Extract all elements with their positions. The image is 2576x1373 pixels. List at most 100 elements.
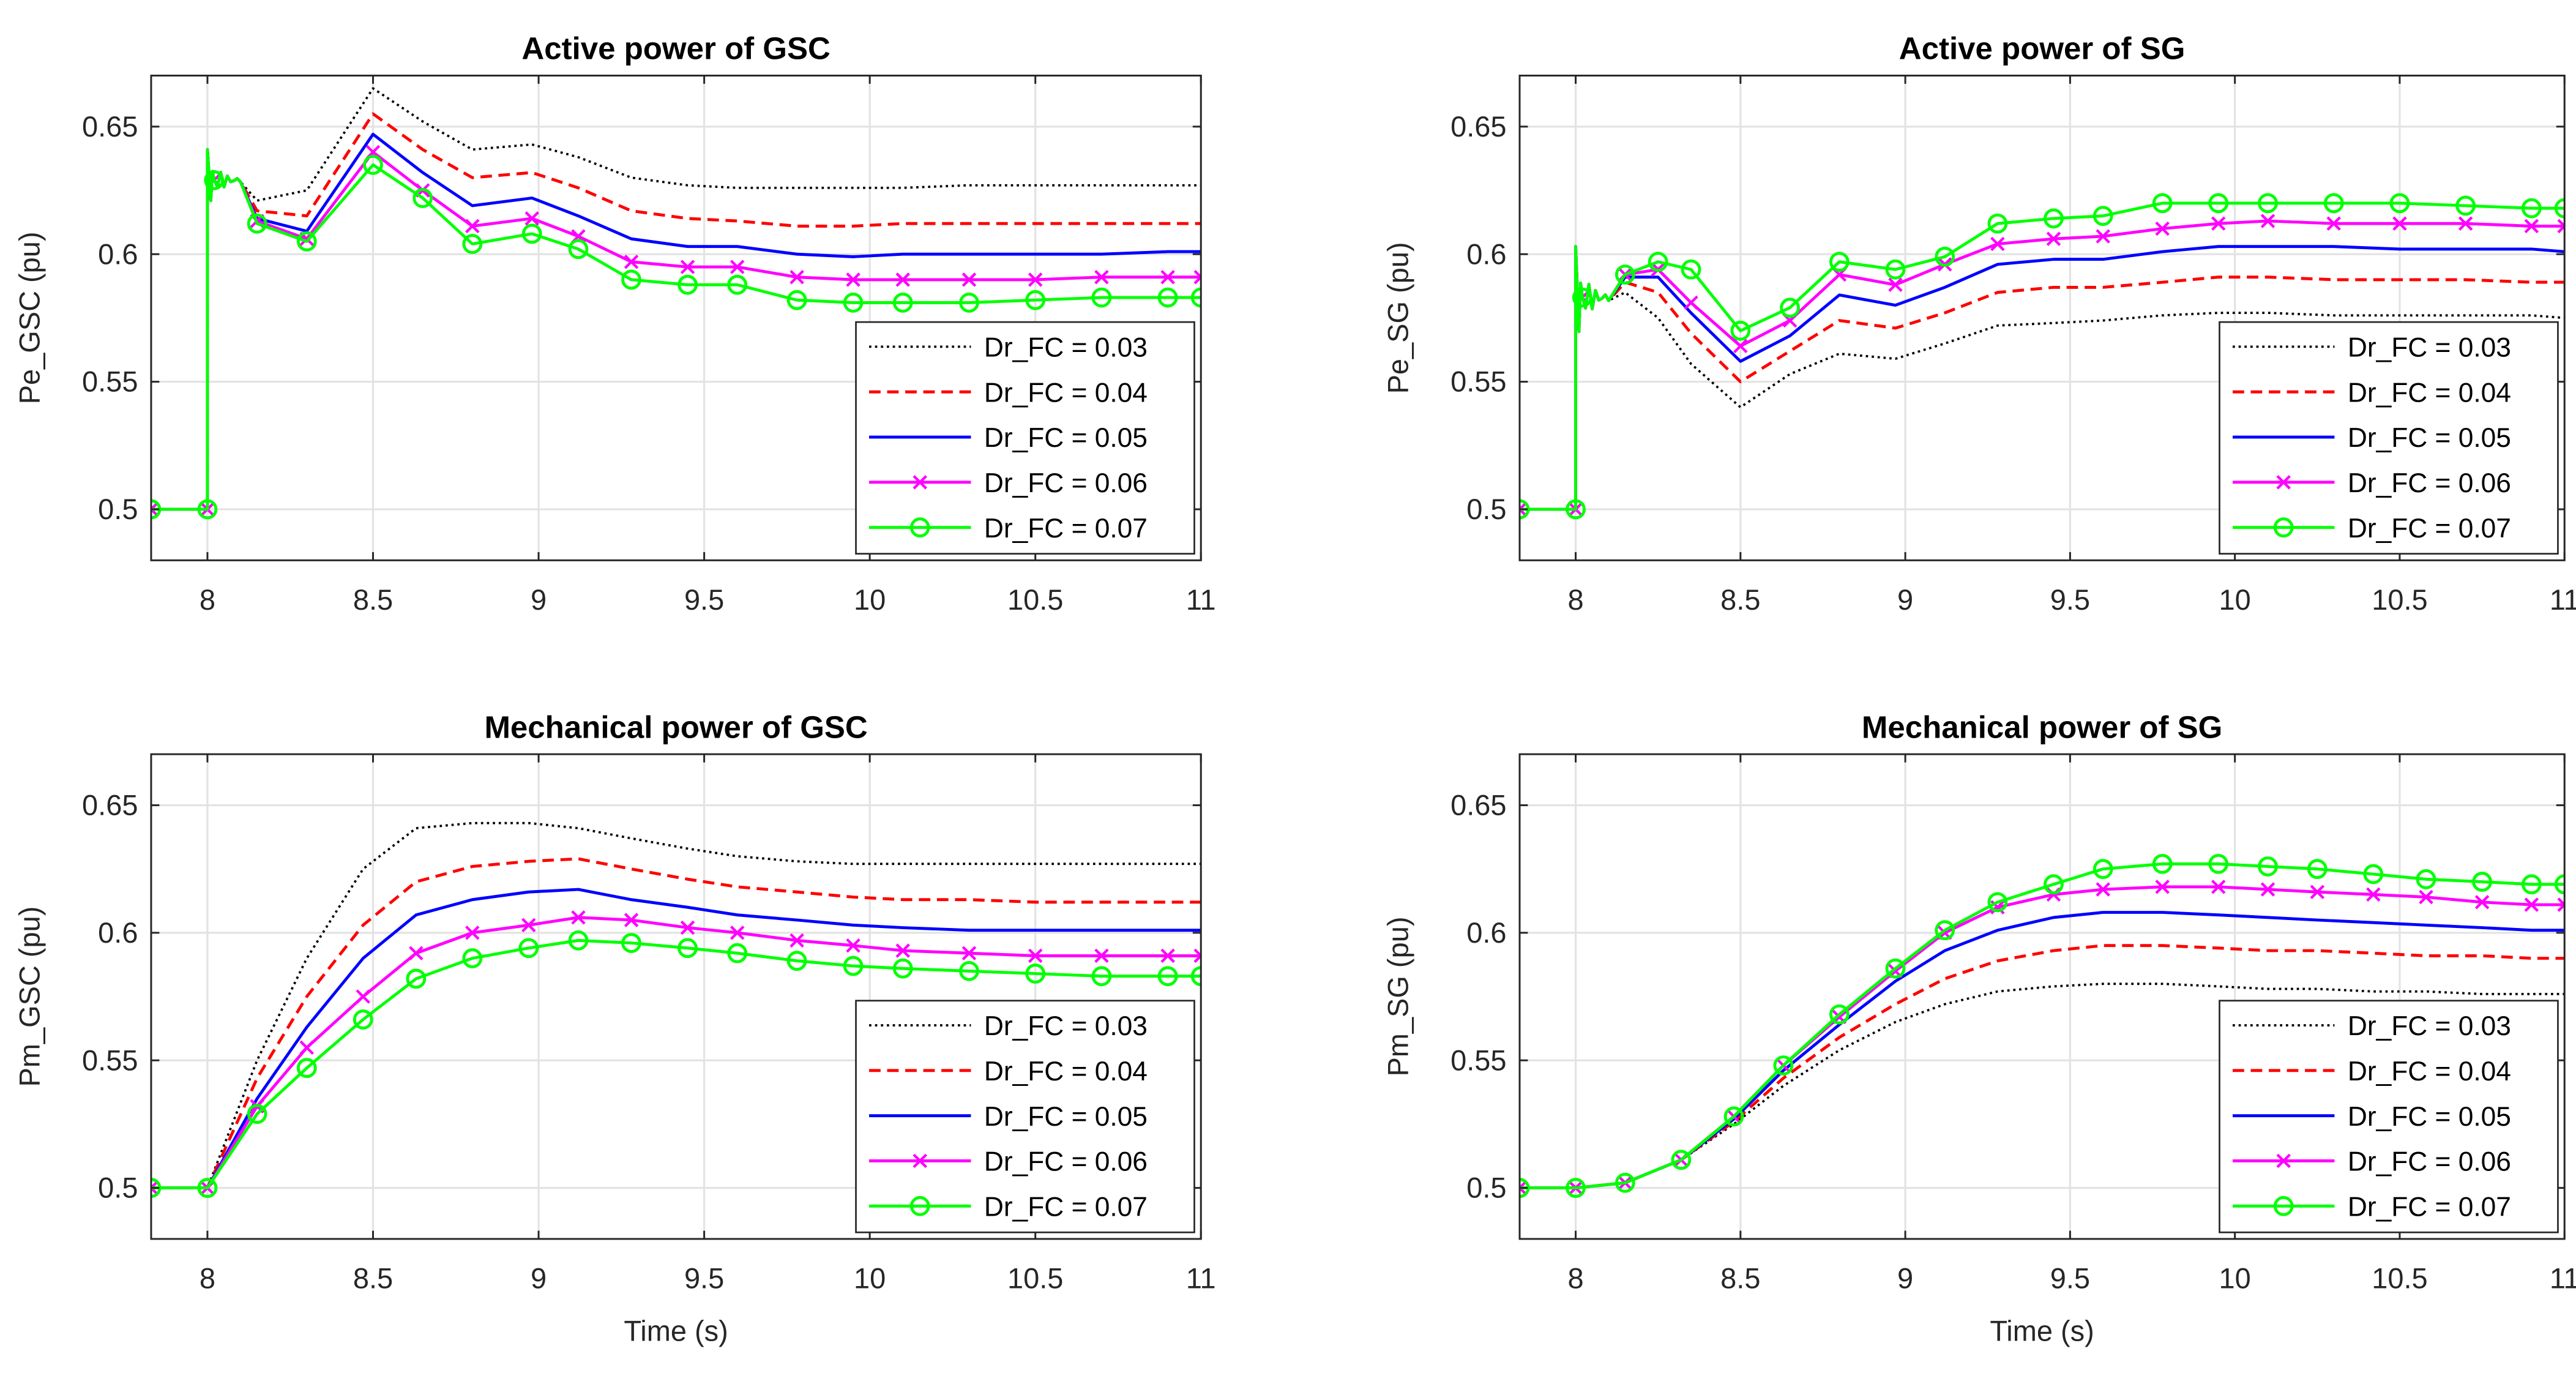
chart-title: Active power of GSC xyxy=(521,31,830,66)
legend-entry-label: Dr_FC = 0.07 xyxy=(2348,1192,2511,1222)
x-tick-label: 8.5 xyxy=(353,1262,393,1295)
series-marker-5-16 xyxy=(1025,963,1046,984)
series-marker-5-8 xyxy=(568,930,589,951)
legend-marker-5 xyxy=(2273,1195,2294,1216)
series-marker-5-19 xyxy=(1157,287,1178,308)
y-axis-label: Pe_GSC (pu) xyxy=(13,231,45,404)
series-marker-5-17 xyxy=(2323,193,2344,214)
legend-entry-label: Dr_FC = 0.04 xyxy=(2348,378,2511,408)
x-tick-label: 10 xyxy=(2219,1262,2251,1295)
series-marker-5-7 xyxy=(518,938,539,959)
series-marker-5-14 xyxy=(2258,856,2278,877)
legend-entry-label: Dr_FC = 0.06 xyxy=(2348,1147,2511,1177)
series-line-1 xyxy=(151,821,1201,1189)
series-marker-5-13 xyxy=(843,956,864,976)
x-tick-label: 9.5 xyxy=(684,583,724,616)
series-marker-5-13 xyxy=(786,290,807,310)
y-tick-label: 0.65 xyxy=(82,789,138,821)
series-marker-5-2 xyxy=(1615,1172,1635,1193)
x-tick-label: 8.5 xyxy=(1720,1262,1760,1295)
series-marker-4-21 xyxy=(2557,219,2565,234)
series-marker-5-7 xyxy=(1885,958,1906,979)
series-marker-5-18 xyxy=(2389,193,2410,214)
series-marker-5-15 xyxy=(2307,859,2328,880)
series-marker-4-7 xyxy=(465,219,480,234)
x-tick-label: 10.5 xyxy=(1007,583,1063,616)
series-marker-4-6 xyxy=(1733,339,1748,353)
series-marker-5-8 xyxy=(521,223,542,244)
series-marker-4-17 xyxy=(2419,889,2433,905)
series-marker-4-11 xyxy=(680,260,695,274)
series-marker-4-14 xyxy=(2260,882,2275,897)
series-marker-5-17 xyxy=(2416,869,2436,889)
legend-entry-label: Dr_FC = 0.03 xyxy=(984,332,1148,362)
series-marker-5-11 xyxy=(1987,213,2008,234)
series-marker-4-0 xyxy=(151,1180,159,1195)
series-marker-4-17 xyxy=(2326,216,2341,231)
x-tick-label: 10 xyxy=(2219,583,2251,616)
series-group xyxy=(151,87,1201,520)
series-marker-5-20 xyxy=(2554,874,2565,895)
series-marker-4-10 xyxy=(624,255,639,269)
y-tick-label: 0.65 xyxy=(1450,789,1506,821)
x-tick-label: 10.5 xyxy=(2372,1262,2427,1295)
series-marker-5-3 xyxy=(1615,264,1635,285)
series-marker-5-2 xyxy=(247,1104,267,1124)
series-group xyxy=(151,821,1201,1198)
series-marker-4-16 xyxy=(2260,214,2275,228)
series-marker-4-8 xyxy=(571,910,586,925)
series-marker-5-17 xyxy=(1091,966,1112,987)
x-tick-label: 8.5 xyxy=(353,583,393,616)
series-marker-5-16 xyxy=(2258,193,2278,214)
x-tick-label: 11 xyxy=(1186,1262,1216,1295)
series-marker-5-8 xyxy=(1935,920,1955,941)
series-marker-5-13 xyxy=(2093,206,2113,226)
series-marker-4-17 xyxy=(1094,948,1109,963)
series-marker-4-14 xyxy=(846,272,861,287)
series-marker-5-7 xyxy=(1780,297,1800,318)
series-marker-5-20 xyxy=(2521,198,2542,219)
series-marker-5-13 xyxy=(2208,853,2229,874)
legend-entry-label: Dr_FC = 0.07 xyxy=(984,1192,1148,1222)
series-group xyxy=(1519,853,2565,1198)
series-marker-5-12 xyxy=(727,274,748,295)
series-marker-5-0 xyxy=(1519,499,1530,520)
legend-marker-4 xyxy=(913,475,927,490)
y-tick-label: 0.6 xyxy=(98,238,138,270)
series-marker-4-9 xyxy=(1888,277,1903,292)
series-marker-4-13 xyxy=(790,270,804,285)
series-marker-4-10 xyxy=(680,920,695,935)
series-marker-4-13 xyxy=(846,938,861,953)
series-marker-4-12 xyxy=(790,933,804,948)
chart-title: Active power of SG xyxy=(1899,31,2186,66)
x-axis-label: Time (s) xyxy=(1990,1314,2094,1347)
x-tick-label: 8 xyxy=(1567,583,1583,616)
series-marker-4-12 xyxy=(2046,231,2061,246)
series-marker-4-9 xyxy=(624,913,639,927)
y-tick-label: 0.5 xyxy=(98,1172,138,1204)
x-tick-label: 8 xyxy=(200,583,215,616)
series-marker-5-4 xyxy=(1648,252,1668,272)
legend-marker-4 xyxy=(913,1153,927,1169)
legend: Dr_FC = 0.03 Dr_FC = 0.04 Dr_FC = 0.05 Dr_F… xyxy=(2219,1000,2559,1233)
x-tick-label: 10 xyxy=(854,1262,886,1295)
series-marker-5-1 xyxy=(1566,1178,1586,1198)
x-tick-label: 9.5 xyxy=(2050,583,2090,616)
series-line-1 xyxy=(151,87,1201,511)
series-line-5 xyxy=(1520,862,2565,1190)
y-tick-label: 0.6 xyxy=(1466,916,1506,949)
series-marker-5-8 xyxy=(1829,252,1850,272)
legend-entry-label: Dr_FC = 0.03 xyxy=(984,1011,1148,1041)
y-tick-label: 0.55 xyxy=(1450,365,1506,398)
series-line-1 xyxy=(1520,245,2565,511)
axes-box xyxy=(1518,75,2566,561)
series-marker-4-14 xyxy=(2155,221,2170,236)
legend-entry-label: Dr_FC = 0.06 xyxy=(984,1147,1148,1177)
series-marker-5-6 xyxy=(1730,320,1751,341)
y-tick-label: 0.65 xyxy=(1450,110,1506,143)
y-tick-label: 0.65 xyxy=(82,110,138,143)
series-marker-5-3 xyxy=(247,213,267,234)
x-tick-label: 8 xyxy=(200,1262,215,1295)
chart-title: Mechanical power of SG xyxy=(1862,709,2222,744)
x-tick-label: 9 xyxy=(531,583,547,616)
